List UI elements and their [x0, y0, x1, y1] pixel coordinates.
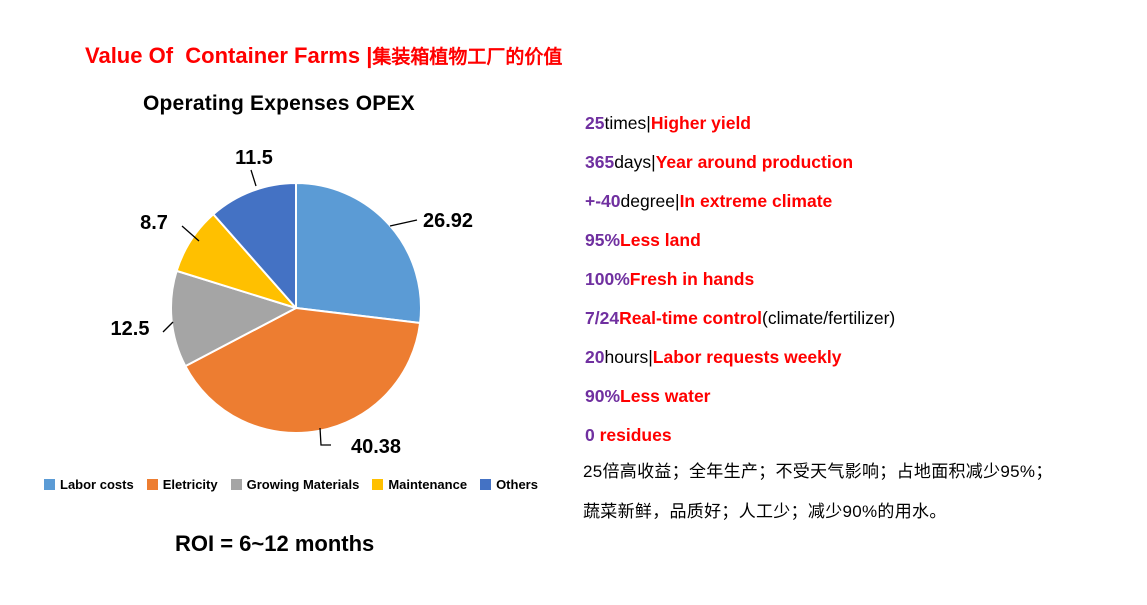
- legend-label: Maintenance: [388, 477, 468, 492]
- pie-data-label: 8.7: [140, 212, 168, 234]
- pie-data-label: 11.5: [235, 147, 273, 169]
- pie-slice-labor-costs: [295, 182, 422, 325]
- benefit-higher-yield: 25times|Higher yield: [585, 113, 751, 133]
- legend-swatch: [146, 479, 158, 490]
- legend-item-labor-costs: Labor costs: [44, 477, 134, 492]
- summary-zh-line1: 25倍高收益；全年生产；不受天气影响；占地面积减少95%；: [583, 462, 1053, 481]
- legend-label: Labor costs: [60, 477, 134, 492]
- benefit-real-time-control: 7/24Real-time control(climate/fertilizer…: [585, 308, 896, 328]
- legend-item-others: Others: [480, 477, 538, 492]
- summary-zh: 25倍高收益；全年生产；不受天气影响；占地面积减少95%； 蔬菜新鲜，品质好；人…: [583, 452, 1143, 532]
- pie-label-leader-line: [389, 219, 418, 227]
- legend-label: Eletricity: [162, 477, 218, 492]
- chart-title: Operating Expenses OPEX: [143, 92, 415, 115]
- pie-slice-others: [212, 182, 297, 309]
- pie-label-leader-line: [162, 321, 174, 333]
- legend-item-maintenance: Maintenance: [372, 477, 467, 492]
- benefit-less-water: 90%Less water: [585, 386, 711, 406]
- pie-data-label: 12.5: [111, 318, 150, 340]
- legend-item-eletricity: Eletricity: [146, 477, 218, 492]
- benefit-fresh-in-hands: 100%Fresh in hands: [585, 269, 755, 289]
- legend-swatch: [372, 479, 384, 490]
- pie-slice-eletricity: [184, 307, 422, 434]
- summary-zh-line2: 蔬菜新鲜，品质好；人工少；减少90%的用水。: [583, 502, 947, 521]
- roi-text: ROI = 6~12 months: [175, 531, 375, 556]
- pie-data-label: 26.92: [423, 210, 473, 232]
- pie-slice-growing-materials: [170, 269, 297, 368]
- pie-label-leader-line: [250, 169, 257, 187]
- benefit-extreme-climate: +-40degree|In extreme climate: [585, 191, 833, 211]
- pie-label-leader-line: [319, 427, 331, 446]
- benefit-less-land: 95%Less land: [585, 230, 701, 250]
- page-title: Value Of Container Farms |集装箱植物工厂的价值: [85, 42, 562, 69]
- legend-swatch: [230, 479, 242, 490]
- pie-label-leader-line: [181, 225, 200, 242]
- legend-label: Others: [496, 477, 538, 492]
- legend-item-growing-materials: Growing Materials: [230, 477, 360, 492]
- opex-pie-chart: 26.92 40.38 12.5 8.7 11.5: [111, 147, 474, 458]
- legend-label: Growing Materials: [246, 477, 360, 492]
- legend-swatch: [480, 479, 492, 490]
- chart-legend: Labor costs Eletricity Growing Materials…: [44, 477, 538, 492]
- page-title-en: Value Of Container Farms |: [85, 43, 373, 68]
- benefit-labor-requests: 20hours|Labor requests weekly: [585, 347, 842, 367]
- pie-data-label: 40.38: [351, 436, 401, 458]
- page-title-zh: 集装箱植物工厂的价值: [372, 47, 563, 68]
- benefit-zero-residues: 0 residues: [585, 425, 672, 445]
- benefits-list: 25times|Higher yield 365days|Year around…: [585, 112, 895, 463]
- benefit-year-around-production: 365days|Year around production: [585, 152, 854, 172]
- legend-swatch: [44, 479, 55, 490]
